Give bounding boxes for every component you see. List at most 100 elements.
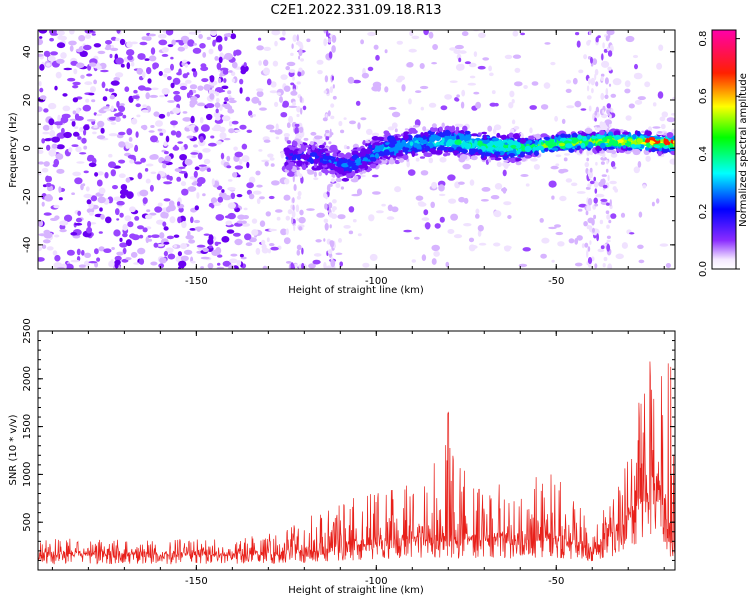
spectrogram-signal-blob — [301, 164, 307, 170]
spectrogram-noise-blob — [531, 81, 539, 86]
spectrogram-noise-blob — [433, 250, 440, 257]
spectrogram-noise-blob — [45, 62, 51, 67]
spectrogram-signal-blob — [456, 135, 460, 141]
spectrogram-signal-blob — [286, 151, 293, 154]
spectrogram-noise-blob — [213, 202, 221, 207]
spectrogram-noise-blob — [584, 242, 589, 248]
spectrogram-signal-blob — [374, 148, 381, 153]
spectrogram-noise-blob — [163, 198, 171, 202]
spectrogram-noise-blob — [110, 47, 119, 52]
spectrogram-noise-blob — [72, 97, 79, 103]
spectrogram-signal-blob — [358, 164, 366, 169]
spectrogram-noise-blob — [259, 107, 267, 111]
bottom-y-tick-label: 500 — [22, 513, 33, 532]
spectrogram-noise-blob — [408, 48, 417, 53]
spectrogram-noise-blob — [64, 263, 74, 269]
spectrogram-noise-blob — [83, 124, 90, 131]
spectrogram-noise-blob — [39, 95, 47, 100]
spectrogram-signal-blob — [411, 129, 418, 134]
spectrogram-noise-blob — [119, 237, 123, 242]
spectrogram-streak-blob — [606, 46, 609, 52]
spectrogram-noise-blob — [414, 236, 420, 240]
spectrogram-noise-blob — [441, 122, 445, 128]
spectrogram-noise-blob — [54, 234, 60, 238]
spectrogram-noise-blob — [565, 79, 572, 84]
spectrogram-noise-blob — [131, 95, 140, 99]
spectrogram-noise-blob — [39, 64, 45, 71]
spectrogram-noise-blob — [279, 37, 286, 41]
spectrogram-signal-blob — [287, 171, 295, 177]
spectrogram-noise-blob — [118, 173, 126, 178]
spectrogram-noise-blob — [149, 94, 158, 98]
spectrogram-noise-blob — [211, 126, 220, 132]
spectrogram-noise-blob — [215, 97, 220, 103]
spectrogram-noise-blob — [124, 86, 130, 92]
spectrogram-streak-blob — [332, 199, 337, 204]
spectrogram-noise-blob — [475, 208, 480, 215]
spectrogram-signal-blob — [533, 139, 539, 145]
spectrogram-noise-blob — [38, 246, 43, 252]
spectrogram-noise-blob — [301, 262, 305, 269]
spectrogram-noise-blob — [144, 58, 150, 61]
spectrogram-noise-blob — [86, 199, 92, 205]
spectrogram-noise-blob — [246, 182, 254, 189]
spectrogram-noise-blob — [230, 192, 236, 199]
spectrogram-signal-blob — [382, 155, 389, 159]
spectrogram-noise-blob — [108, 260, 115, 268]
spectrogram-noise-blob — [224, 52, 233, 61]
spectrogram-noise-blob — [432, 44, 438, 50]
spectrogram-signal-blob — [411, 150, 416, 157]
spectrogram-noise-blob — [601, 174, 607, 177]
spectrogram-noise-blob — [264, 161, 269, 167]
spectrogram-signal-blob — [424, 145, 431, 152]
spectrogram-noise-blob — [163, 141, 168, 147]
spectrogram-noise-blob — [116, 200, 125, 206]
spectrogram-signal-blob — [331, 174, 336, 178]
spectrogram-noise-blob — [362, 262, 370, 268]
spectrogram-noise-blob — [187, 39, 195, 47]
spectrogram-streak-blob — [294, 126, 300, 135]
spectrogram-streak-blob — [600, 245, 605, 250]
spectrogram-noise-blob — [459, 63, 465, 71]
spectrogram-noise-blob — [155, 120, 163, 127]
spectrogram-noise-blob — [637, 96, 646, 101]
spectrogram-noise-blob — [172, 107, 181, 114]
spectrogram-signal-blob — [614, 140, 619, 145]
spectrogram-noise-blob — [369, 253, 378, 261]
spectrogram-noise-blob — [46, 246, 54, 251]
spectrogram-noise-blob — [127, 55, 134, 61]
spectrogram-streak-blob — [331, 34, 337, 43]
spectrogram-noise-blob — [245, 96, 251, 102]
spectrogram-noise-blob — [174, 39, 184, 43]
spectrogram-noise-blob — [148, 130, 155, 133]
top-y-tick-label: 20 — [22, 94, 33, 107]
spectrogram-streak-blob — [299, 209, 304, 216]
spectrogram-signal-blob — [303, 145, 311, 148]
spectrogram-noise-blob — [69, 118, 77, 122]
spectrogram-signal-blob — [365, 140, 370, 144]
spectrogram-streak-blob — [328, 183, 333, 187]
spectrogram-streak-blob — [609, 199, 612, 207]
spectrogram-signal-blob — [412, 124, 420, 128]
spectrogram-noise-blob — [119, 38, 126, 46]
colorbar-tick-label: 0.6 — [698, 88, 709, 104]
spectrogram-noise-blob — [81, 249, 85, 256]
spectrogram-noise-blob — [75, 116, 84, 121]
spectrogram-noise-blob — [203, 233, 210, 236]
spectrogram-noise-blob — [453, 49, 462, 54]
spectrogram-noise-blob — [150, 87, 159, 91]
spectrogram-noise-blob — [659, 116, 666, 122]
spectrogram-noise-blob — [227, 179, 233, 182]
spectrogram-noise-blob — [130, 118, 138, 125]
spectrogram-signal-blob — [459, 154, 468, 161]
spectrogram-streak-blob — [585, 186, 591, 190]
spectrogram-signal-blob — [443, 146, 448, 152]
spectrogram-noise-blob — [199, 167, 206, 172]
spectrogram-noise-blob — [231, 78, 236, 83]
spectrogram-streak-blob — [323, 262, 327, 269]
spectrogram-noise-blob — [82, 104, 92, 112]
spectrogram-noise-blob — [47, 55, 56, 62]
spectrogram-noise-blob — [185, 79, 192, 84]
spectrogram-signal-blob — [283, 133, 290, 138]
spectrogram-noise-blob — [241, 143, 248, 150]
